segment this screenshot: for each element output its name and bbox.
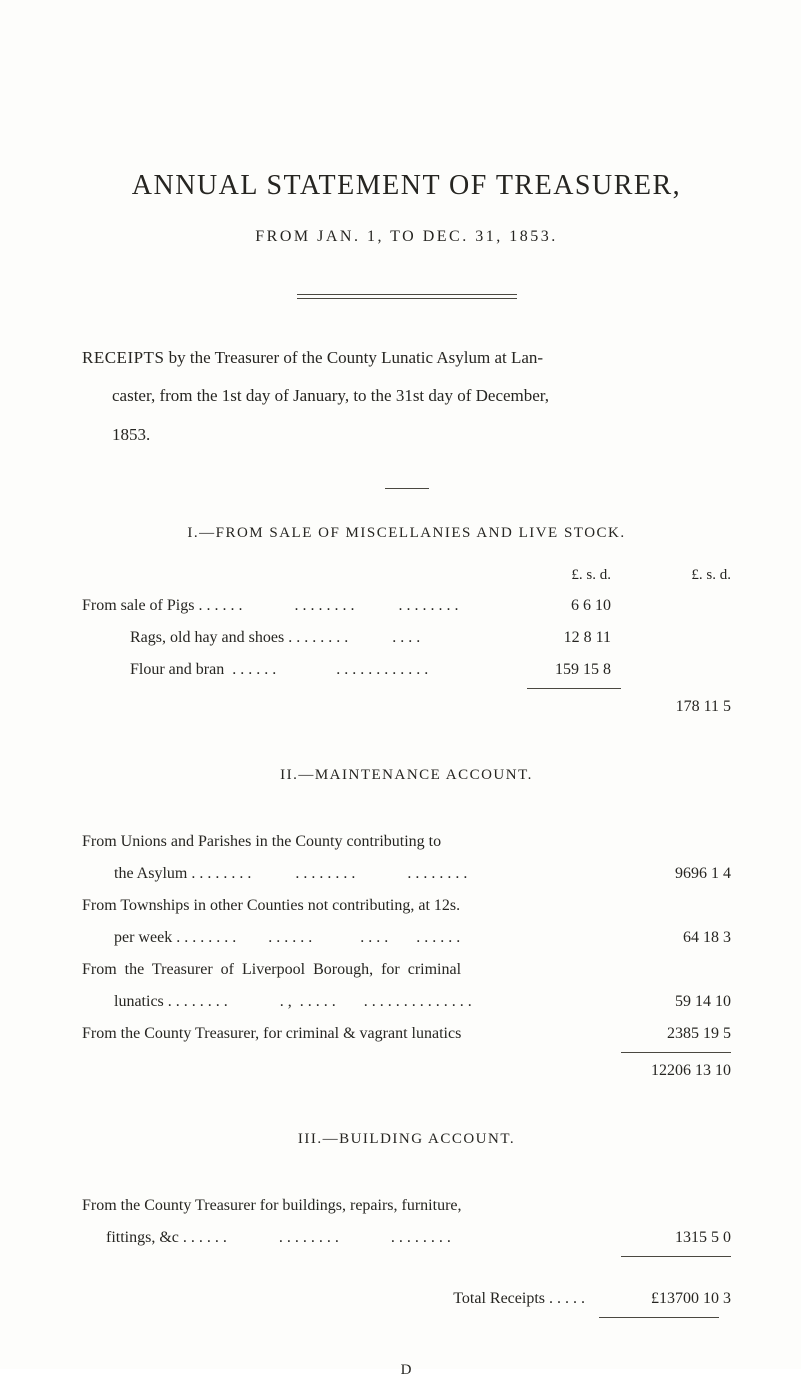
receipts-paragraph: RECEIPTS by the Treasurer of the County … (82, 339, 731, 454)
total-value: £13700 10 3 (599, 1283, 731, 1315)
ledger-row: fittings, &c . . . . . . . . . . . . . .… (82, 1222, 731, 1254)
ledger-total-row: 12206 13 10 (82, 1055, 731, 1087)
total-label: Total Receipts . . . . . (453, 1283, 585, 1315)
row-label: From the Treasurer of Liverpool Borough,… (82, 954, 621, 986)
row-label: From sale of Pigs . . . . . . . . . . . … (82, 590, 519, 622)
divider-double (297, 294, 517, 299)
spacer (82, 1166, 731, 1190)
ledger-row: From Unions and Parishes in the County c… (82, 826, 731, 858)
total-row: Total Receipts . . . . . £13700 10 3 (82, 1283, 731, 1315)
lsd-header: £. s. d. £. s. d. (82, 560, 731, 590)
row-lsd: 2385 19 5 (621, 1018, 731, 1050)
section-3-ledger: From the County Treasurer for buildings,… (82, 1190, 731, 1257)
ledger-row: From sale of Pigs . . . . . . . . . . . … (82, 590, 731, 622)
ledger-row: Rags, old hay and shoes . . . . . . . . … (82, 622, 731, 654)
section-2-ledger: From Unions and Parishes in the County c… (82, 826, 731, 1087)
row-label: From the County Treasurer for buildings,… (82, 1190, 621, 1222)
sum-rule (621, 1052, 731, 1053)
page: ANNUAL STATEMENT OF TREASURER, FROM JAN.… (0, 0, 801, 1369)
row-label: per week . . . . . . . . . . . . . . . .… (82, 922, 621, 954)
row-lsd2: 178 11 5 (621, 691, 731, 723)
section-1-ledger: £. s. d. £. s. d. From sale of Pigs . . … (82, 560, 731, 723)
section-2-heading: II.—MAINTENANCE ACCOUNT. (82, 767, 731, 784)
row-lsd: 59 14 10 (621, 986, 731, 1018)
sum-rule (599, 1317, 719, 1318)
ledger-row: lunatics . . . . . . . . . , . . . . . .… (82, 986, 731, 1018)
spacer (82, 1259, 731, 1283)
ledger-row: From the County Treasurer, for criminal … (82, 1018, 731, 1050)
row-lsd1: 159 15 8 (519, 654, 621, 686)
receipts-line1-rest: by the Treasurer of the County Lunatic A… (164, 348, 543, 367)
row-label: From Townships in other Counties not con… (82, 890, 621, 922)
row-lsd1: 12 8 11 (519, 622, 621, 654)
sum-rule (527, 688, 621, 689)
lsd-header-1: £. s. d. (519, 560, 621, 590)
document-title: ANNUAL STATEMENT OF TREASURER, (82, 170, 731, 202)
row-lsd: 1315 5 0 (621, 1222, 731, 1254)
ledger-row: the Asylum . . . . . . . . . . . . . . .… (82, 858, 731, 890)
row-lsd: 12206 13 10 (621, 1055, 731, 1087)
divider-small (385, 488, 429, 489)
grand-total: Total Receipts . . . . . £13700 10 3 (82, 1283, 731, 1318)
ledger-total-row: 178 11 5 (82, 691, 731, 723)
row-label: fittings, &c . . . . . . . . . . . . . .… (82, 1222, 621, 1254)
ledger-row: per week . . . . . . . . . . . . . . . .… (82, 922, 731, 954)
ledger-row: Flour and bran . . . . . . . . . . . . .… (82, 654, 731, 686)
lsd-header-2: £. s. d. (621, 560, 731, 590)
document-subtitle: FROM JAN. 1, TO DEC. 31, 1853. (82, 228, 731, 246)
section-3-heading: III.—BUILDING ACCOUNT. (82, 1131, 731, 1148)
receipts-lead: RECEIPTS (82, 348, 164, 367)
row-label: Rags, old hay and shoes . . . . . . . . … (82, 622, 519, 654)
sum-rule (621, 1256, 731, 1257)
row-label: From Unions and Parishes in the County c… (82, 826, 621, 858)
receipts-line2: caster, from the 1st day of January, to … (112, 386, 549, 405)
row-lsd: 64 18 3 (621, 922, 731, 954)
row-label: Flour and bran . . . . . . . . . . . . .… (82, 654, 519, 686)
row-lsd1: 6 6 10 (519, 590, 621, 622)
spacer (82, 1087, 731, 1123)
ledger-row: From the Treasurer of Liverpool Borough,… (82, 954, 731, 986)
row-label: lunatics . . . . . . . . . , . . . . . .… (82, 986, 621, 1018)
section-1-heading: I.—FROM SALE OF MISCELLANIES AND LIVE ST… (82, 525, 731, 542)
page-signature: D (82, 1362, 731, 1379)
ledger-row: From the County Treasurer for buildings,… (82, 1190, 731, 1222)
row-label: From the County Treasurer, for criminal … (82, 1018, 621, 1050)
row-label: the Asylum . . . . . . . . . . . . . . .… (82, 858, 621, 890)
ledger-row: From Townships in other Counties not con… (82, 890, 731, 922)
spacer (82, 723, 731, 759)
spacer (82, 802, 731, 826)
receipts-line3: 1853. (112, 425, 150, 444)
row-lsd: 9696 1 4 (621, 858, 731, 890)
